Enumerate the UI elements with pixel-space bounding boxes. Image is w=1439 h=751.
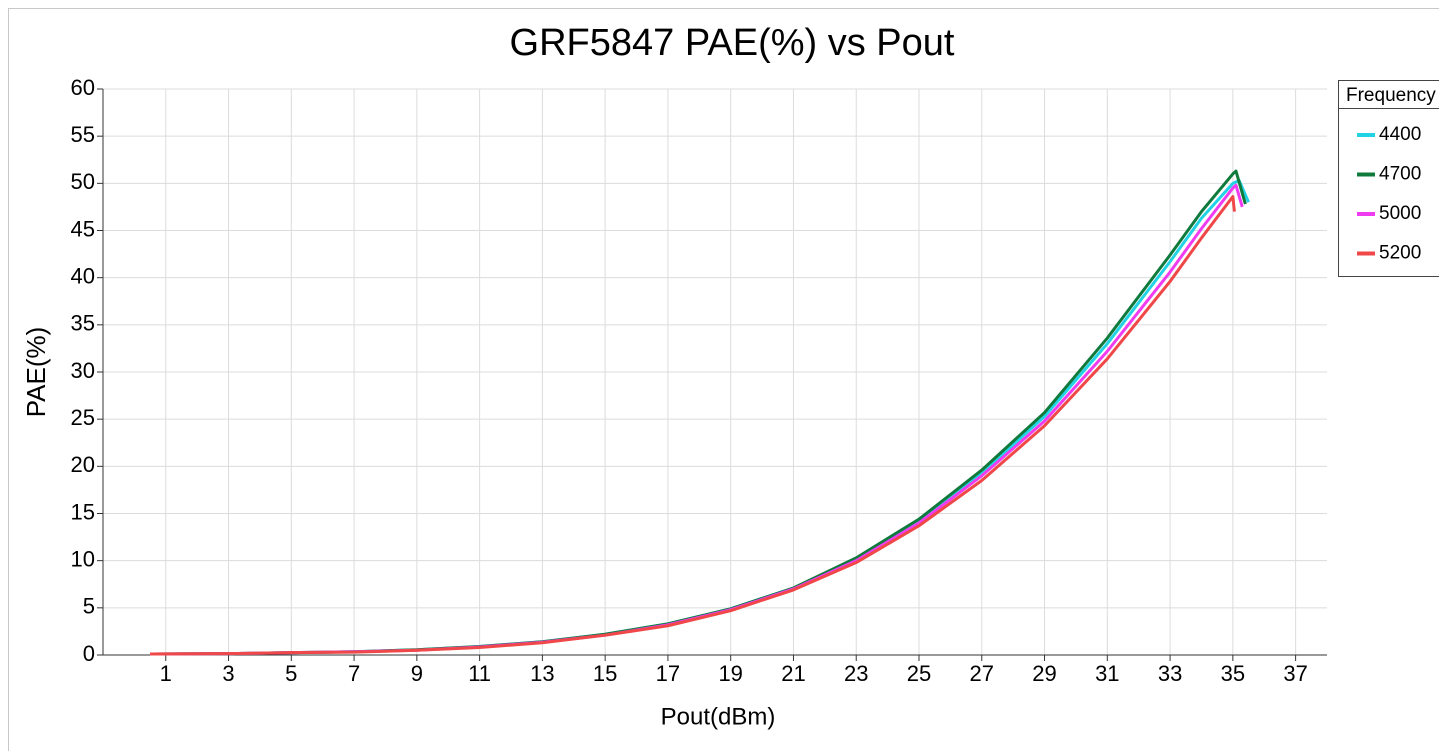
legend-title: Frequency: [1346, 85, 1436, 106]
legend-label: 4700: [1379, 164, 1421, 185]
y-axis-label: PAE(%): [21, 327, 51, 418]
x-tick-label: 13: [530, 661, 554, 686]
panel-border: [8, 8, 1439, 751]
series-line: [153, 169, 1247, 656]
x-tick-label: 11: [468, 661, 491, 686]
legend-header: [1338, 80, 1439, 109]
x-tick-label: 29: [1032, 661, 1056, 686]
y-tick-label: 10: [71, 546, 95, 571]
x-tick-label: 35: [1221, 661, 1245, 686]
legend-label: 5200: [1379, 243, 1421, 264]
x-tick-label: 1: [160, 661, 172, 686]
chart-title: GRF5847 PAE(%) vs Pout: [510, 22, 955, 64]
x-tick-label: 25: [907, 661, 931, 686]
x-tick-label: 9: [411, 661, 423, 686]
y-tick-label: 40: [71, 263, 95, 288]
x-axis-label: Pout(dBm): [661, 703, 776, 730]
legend-label: 5000: [1379, 203, 1421, 224]
x-tick-label: 37: [1283, 661, 1307, 686]
x-tick-label: 19: [718, 661, 742, 686]
x-tick-label: 33: [1158, 661, 1182, 686]
x-tick-label: 5: [285, 661, 297, 686]
legend-box: [1338, 80, 1439, 277]
y-tick-label: 60: [71, 75, 95, 100]
y-tick-label: 5: [83, 594, 95, 619]
x-tick-label: 27: [970, 661, 994, 686]
series-line: [153, 179, 1250, 656]
x-tick-label: 15: [593, 661, 617, 686]
y-tick-label: 55: [71, 122, 95, 147]
y-tick-label: 20: [71, 452, 95, 477]
y-tick-label: 45: [71, 216, 95, 241]
y-tick-label: 50: [71, 169, 95, 194]
y-tick-label: 30: [71, 358, 95, 383]
y-tick-label: 25: [71, 405, 95, 430]
legend-label: 4400: [1379, 124, 1421, 145]
x-tick-label: 21: [781, 661, 805, 686]
x-tick-label: 3: [222, 661, 234, 686]
x-tick-label: 17: [656, 661, 680, 686]
y-tick-label: 15: [71, 499, 95, 524]
y-tick-label: 0: [83, 641, 95, 666]
x-tick-label: 7: [348, 661, 360, 686]
series-line: [150, 195, 1236, 656]
x-tick-label: 31: [1095, 661, 1119, 686]
y-tick-label: 35: [71, 311, 95, 336]
x-tick-label: 23: [844, 661, 868, 686]
